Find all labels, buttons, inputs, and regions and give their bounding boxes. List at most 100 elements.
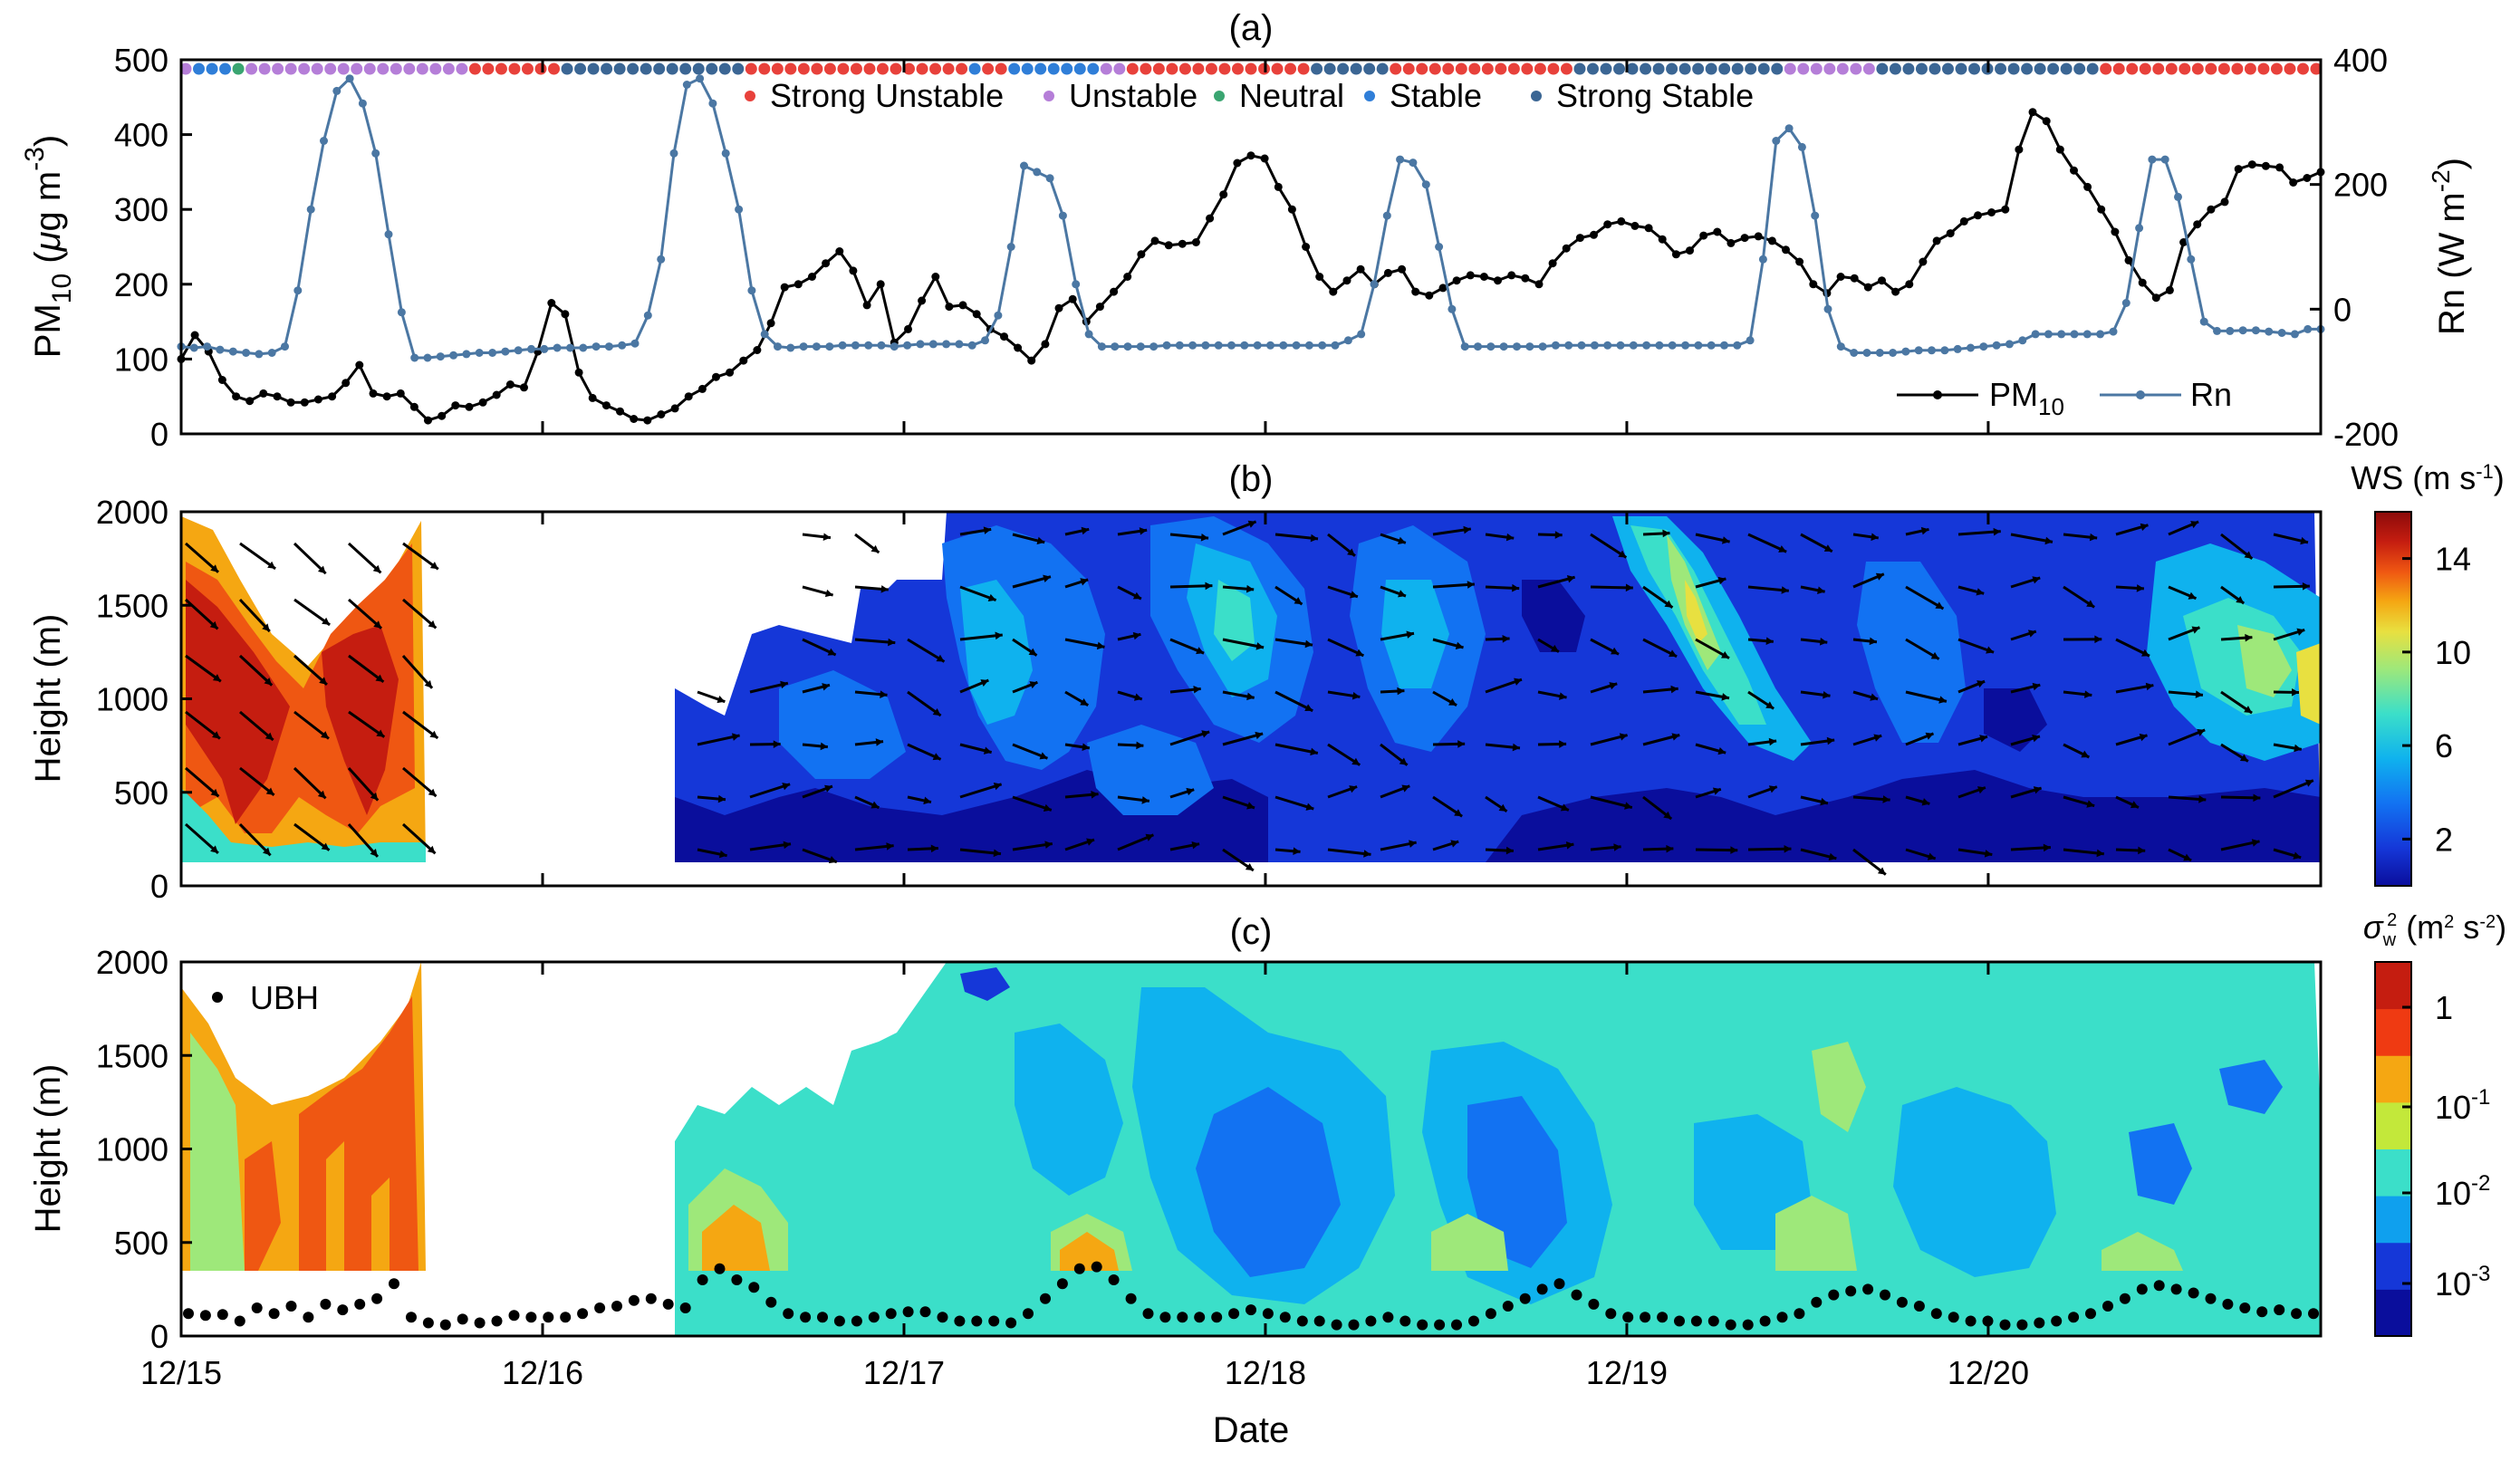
stability-dot [1902,62,1915,75]
stability-dot [1692,62,1705,75]
ubh-point [1811,1296,1823,1308]
stability-dot [1323,62,1336,75]
wind-arrow-head [376,729,385,737]
stability-dot [1862,62,1875,75]
x-axis-label: Date [1213,1410,1290,1450]
wind-arrow-head [2188,591,2197,600]
wind-arrow-shaft [401,822,437,855]
rn-point [1343,336,1352,345]
pm10-point [1562,244,1571,253]
wind-arrow-head [2304,779,2313,787]
pm10-point [1164,241,1173,250]
ubh-point [2016,1319,2028,1331]
rn-point [1889,349,1898,357]
wind-arrow-head [210,788,219,797]
rn-point [2265,327,2274,336]
wind-arrow-head [2032,734,2040,743]
wind-arrow-head [1927,852,1936,860]
wind-arrow-head [983,746,992,755]
height-tick-label: 2000 [96,494,168,531]
legend-pm10-marker [1933,390,1942,399]
stability-dot [1652,62,1665,75]
pm10-point [1521,274,1530,283]
rn-point [2199,317,2208,326]
stability-dot [1731,62,1744,75]
wind-arrow-head [1498,803,1507,812]
rn-point [1188,341,1197,350]
height-tick-label: 500 [114,774,168,812]
wind-arrow-head [1096,641,1105,650]
pm10-point [1959,216,1968,226]
rn-point [2096,330,2105,339]
wind-arrow-head [2140,523,2149,532]
pm10-point [1411,287,1420,296]
stability-dot [1297,62,1310,75]
rn-tick-label: 0 [2333,291,2352,328]
wind-arrow-head [1823,544,1832,552]
wind-arrow-head [1310,747,1318,756]
x-tick-labels: 12/15 12/16 12/17 12/18 12/19 12/20 [140,1354,2029,1391]
rn-point [475,349,484,357]
pm10-point [1946,229,1955,238]
rn-point [657,255,666,264]
wind-arrow-shaft [293,710,330,740]
stability-dot [2112,62,2125,75]
rn-point [2226,326,2235,335]
rn-point [1953,344,1962,353]
pm10-point [1260,154,1269,163]
rn-point [1836,342,1845,351]
wind-arrow-head [2044,536,2053,545]
ubh-point [1159,1312,1171,1323]
pm10-point [1987,208,1996,216]
sigma-colorbar-segment [2375,1008,2411,1056]
pm10-point [712,372,720,381]
stability-dot [442,62,455,75]
pm10-point [561,310,570,319]
stability-dot [245,62,258,75]
sigma-region-1-red-a [299,996,418,1271]
x-tick-label: 12/17 [863,1354,945,1391]
rn-point [320,137,328,145]
x-tick-label: 12/20 [1948,1354,2029,1391]
wind-arrow-head [1043,574,1051,582]
wind-arrow-head [1817,586,1825,594]
ws-region-1-low [181,788,426,862]
panel-b-ylabel: Height (m) [28,614,68,783]
wind-arrow-head [2244,551,2253,559]
ubh-point [1930,1308,1942,1320]
wind-arrow-head [1662,529,1670,538]
wind-arrow-head [1255,642,1265,650]
pm10-point [190,331,199,340]
stability-dot [1021,62,1034,75]
rn-point [1253,341,1262,350]
rn-point [1448,304,1457,313]
pm10-point [1590,230,1598,239]
wind-arrow-head [429,730,438,738]
sigma-colorbar-segment [2375,1196,2411,1244]
rn-point [579,343,588,352]
stability-dot [258,62,271,75]
sigma-colorbar-title: σw2 (m2 s-2) [2363,908,2506,950]
ubh-point [2085,1308,2096,1320]
pm10-point [2138,278,2147,287]
ubh-point [251,1302,263,1313]
pm10-point [601,401,611,410]
pm10-point [1686,246,1694,255]
pm10-point [1850,274,1859,283]
rn-point [955,340,964,349]
wind-arrow-head [1712,787,1721,795]
rn-point [618,341,627,350]
wind-arrow-head [1132,591,1141,600]
pm10-point [2015,145,2024,154]
wind-arrow-head [2086,800,2095,808]
wind-arrow-head [1205,582,1213,591]
legend-stable-marker [1364,91,1375,101]
panel-a-title: (a) [1229,8,1274,48]
pm10-point [1383,268,1392,277]
rn-point [1435,243,1444,251]
pm10-point [1878,276,1886,285]
wind-arrow-head [1765,637,1774,646]
pm10-point [1054,303,1063,312]
wind-arrow-head [1566,575,1575,583]
stability-dot [2086,62,2099,75]
